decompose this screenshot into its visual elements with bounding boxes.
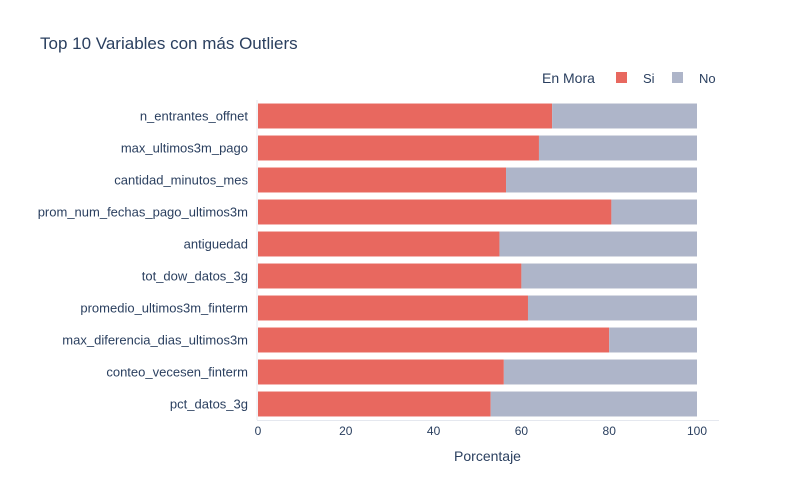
bar-si-promedio_ultimos3m_finterm[interactable] bbox=[258, 295, 528, 321]
bar-no-max_ultimos3m_pago[interactable] bbox=[538, 135, 697, 161]
category-label: max_diferencia_dias_ultimos3m bbox=[62, 333, 248, 348]
category-label: prom_num_fechas_pago_ultimos3m bbox=[38, 205, 248, 220]
bar-no-prom_num_fechas_pago_ultimos3m[interactable] bbox=[611, 199, 697, 225]
bar-no-conteo_vecesen_finterm[interactable] bbox=[503, 359, 697, 385]
bar-no-cantidad_minutos_mes[interactable] bbox=[506, 167, 697, 193]
x-tick-label: 40 bbox=[427, 424, 441, 438]
legend-title: En Mora bbox=[542, 70, 595, 86]
bar-no-pct_datos_3g[interactable] bbox=[490, 391, 697, 417]
category-label: conteo_vecesen_finterm bbox=[106, 365, 248, 380]
x-tick-label: 100 bbox=[687, 424, 707, 438]
category-label: promedio_ultimos3m_finterm bbox=[80, 301, 248, 316]
legend-swatch-si[interactable] bbox=[616, 72, 627, 83]
bar-no-tot_dow_datos_3g[interactable] bbox=[521, 263, 697, 289]
x-tick-label: 20 bbox=[339, 424, 353, 438]
bar-si-n_entrantes_offnet[interactable] bbox=[258, 103, 553, 129]
x-ticks-group: 0 20 40 60 80 100 bbox=[255, 424, 708, 438]
bar-no-max_diferencia_dias_ultimos3m[interactable] bbox=[609, 327, 697, 353]
legend-label-no[interactable]: No bbox=[699, 71, 716, 86]
x-tick-label: 60 bbox=[515, 424, 529, 438]
x-axis-title: Porcentaje bbox=[454, 448, 521, 464]
x-tick-label: 0 bbox=[255, 424, 262, 438]
bar-si-pct_datos_3g[interactable] bbox=[258, 391, 491, 417]
category-label: cantidad_minutos_mes bbox=[114, 173, 248, 188]
bar-si-max_diferencia_dias_ultimos3m[interactable] bbox=[258, 327, 610, 353]
category-label: antiguedad bbox=[184, 237, 248, 252]
bar-no-antiguedad[interactable] bbox=[499, 231, 697, 257]
bar-si-max_ultimos3m_pago[interactable] bbox=[258, 135, 539, 161]
legend[interactable]: En Mora Si No bbox=[542, 70, 716, 86]
bar-no-n_entrantes_offnet[interactable] bbox=[552, 103, 697, 129]
legend-label-si[interactable]: Si bbox=[643, 71, 655, 86]
x-tick-label: 80 bbox=[603, 424, 617, 438]
bar-no-promedio_ultimos3m_finterm[interactable] bbox=[527, 295, 697, 321]
legend-swatch-no[interactable] bbox=[672, 72, 683, 83]
category-label: n_entrantes_offnet bbox=[140, 109, 249, 124]
bar-si-prom_num_fechas_pago_ultimos3m[interactable] bbox=[258, 199, 612, 225]
bar-si-cantidad_minutos_mes[interactable] bbox=[258, 167, 507, 193]
category-labels-group: n_entrantes_offnet max_ultimos3m_pagocant… bbox=[38, 109, 249, 412]
category-label: pct_datos_3g bbox=[170, 397, 248, 412]
category-label: max_ultimos3m_pago bbox=[121, 141, 248, 156]
bar-si-tot_dow_datos_3g[interactable] bbox=[258, 263, 522, 289]
category-label: tot_dow_datos_3g bbox=[142, 269, 248, 284]
bar-si-antiguedad[interactable] bbox=[258, 231, 500, 257]
bar-si-conteo_vecesen_finterm[interactable] bbox=[258, 359, 504, 385]
bars-group bbox=[258, 103, 697, 417]
chart-title: Top 10 Variables con más Outliers bbox=[40, 34, 298, 53]
